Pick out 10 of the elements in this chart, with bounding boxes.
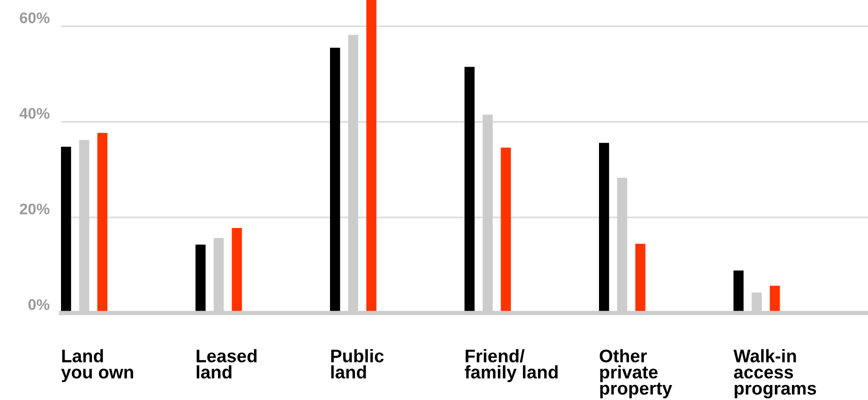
x-tick-label: Other private property [600,349,672,398]
y-tick-label: 60% [20,12,50,24]
y-tick-label: 40% [20,108,50,119]
x-tick-label: Walk-in access programs [734,349,816,398]
y-tick-label: 20% [20,204,50,214]
x-tick-label: Public land [331,349,384,379]
y-tick-label: 0% [28,299,50,310]
x-tick-label: Leased land [196,349,257,379]
x-tick-label: Land you own [61,349,134,382]
x-tick-label: Friend/ family land [464,349,558,382]
